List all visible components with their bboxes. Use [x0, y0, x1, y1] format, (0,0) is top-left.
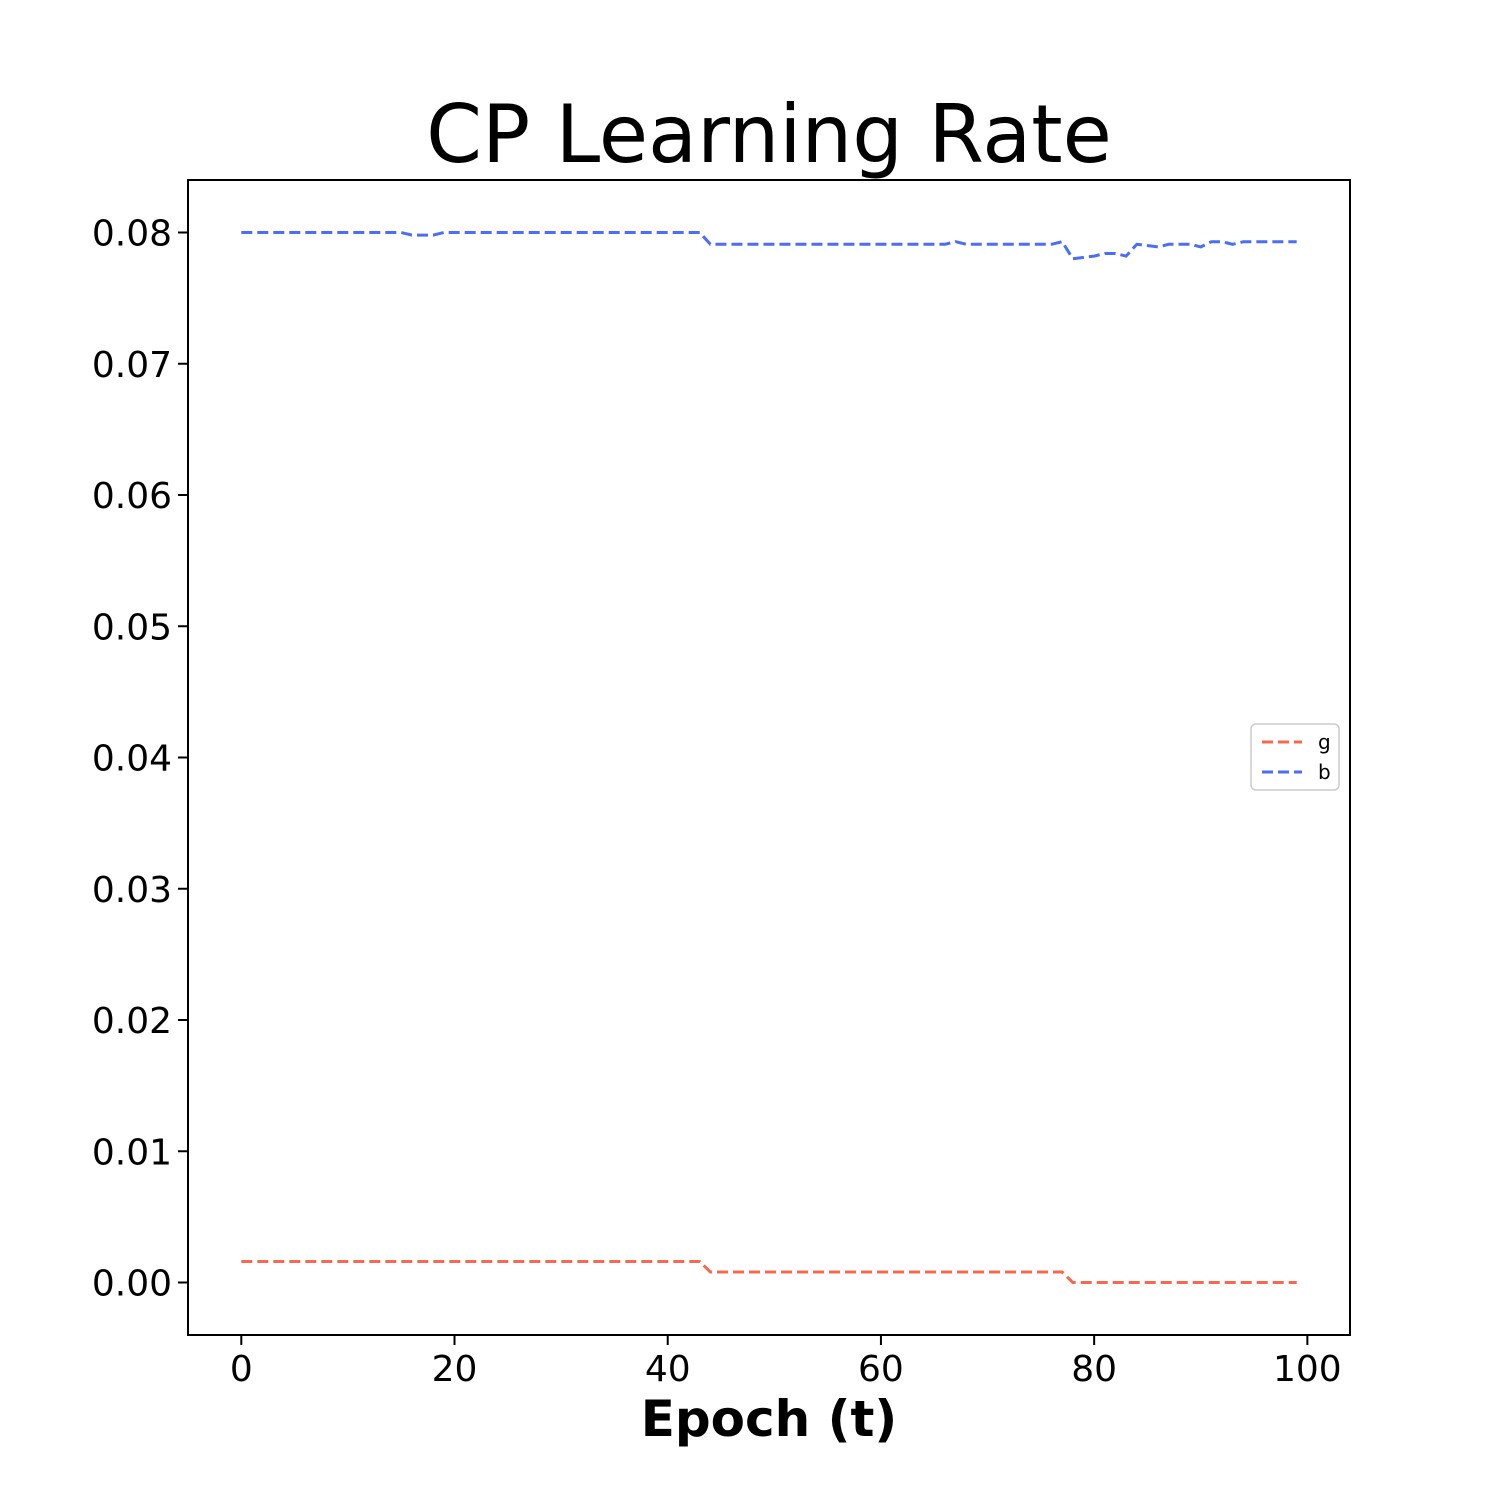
y-tick-label: 0.01 — [92, 1132, 172, 1173]
legend: g b — [1250, 723, 1340, 791]
chart-title: CP Learning Rate — [426, 88, 1112, 181]
x-axis-ticks: 0 20 40 60 80 100 — [230, 1335, 1342, 1390]
y-tick-label: 0.06 — [92, 476, 172, 517]
y-tick-label: 0.05 — [92, 607, 172, 648]
x-tick-label: 0 — [230, 1349, 253, 1390]
series-line-g — [241, 1260, 1297, 1284]
x-axis-label: Epoch (t) — [641, 1390, 898, 1448]
y-tick-label: 0.07 — [92, 345, 172, 386]
y-tick-label: 0.08 — [92, 214, 172, 255]
y-tick-label: 0.04 — [92, 739, 172, 780]
y-tick-label: 0.00 — [92, 1264, 172, 1305]
x-tick-label: 20 — [432, 1349, 478, 1390]
y-tick-label: 0.03 — [92, 870, 172, 911]
x-tick-label: 80 — [1071, 1349, 1117, 1390]
series-layer — [241, 231, 1297, 1284]
x-tick-label: 60 — [858, 1349, 904, 1390]
x-tick-label: 40 — [645, 1349, 691, 1390]
y-axis-ticks: 0.00 0.01 0.02 0.03 0.04 0.05 0.06 0.07 0.08 — [92, 214, 188, 1305]
legend-label-g: g — [1318, 730, 1331, 754]
series-line-b — [241, 231, 1297, 261]
x-tick-label: 100 — [1273, 1349, 1342, 1390]
legend-label-b: b — [1318, 760, 1331, 784]
y-tick-label: 0.02 — [92, 1001, 172, 1042]
